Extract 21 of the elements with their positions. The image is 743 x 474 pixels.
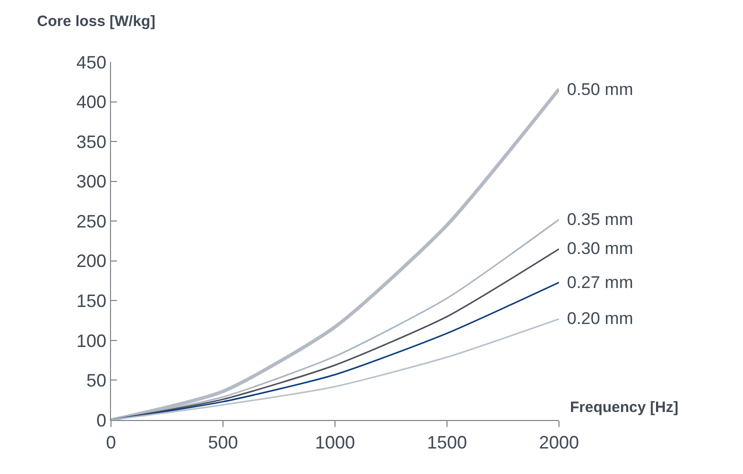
y-tick-label: 400	[76, 92, 106, 112]
y-tick-label: 450	[76, 52, 106, 72]
series-label: 0.35 mm	[567, 210, 634, 229]
y-tick-label: 150	[76, 290, 106, 311]
series-label: 0.20 mm	[567, 309, 634, 328]
y-tick-label: 350	[76, 132, 106, 152]
x-tick-label: 500	[208, 432, 238, 453]
y-axis-title: Core loss [W/kg]	[37, 13, 156, 30]
y-tick-label: 50	[86, 370, 106, 391]
y-tick-label: 300	[76, 172, 106, 192]
x-axis-title: Frequency [Hz]	[570, 399, 678, 416]
y-tick-label: 250	[76, 211, 106, 232]
y-tick-label: 0	[96, 410, 106, 430]
y-tick-label: 200	[76, 251, 106, 272]
series-label: 0.27 mm	[567, 273, 634, 292]
y-tick-label: 100	[76, 330, 106, 351]
series-label: 0.30 mm	[567, 239, 634, 258]
series-label: 0.50 mm	[567, 80, 634, 99]
x-tick-label: 2000	[538, 432, 580, 453]
x-tick-label: 1500	[426, 432, 468, 453]
x-tick-label: 1000	[314, 432, 356, 453]
